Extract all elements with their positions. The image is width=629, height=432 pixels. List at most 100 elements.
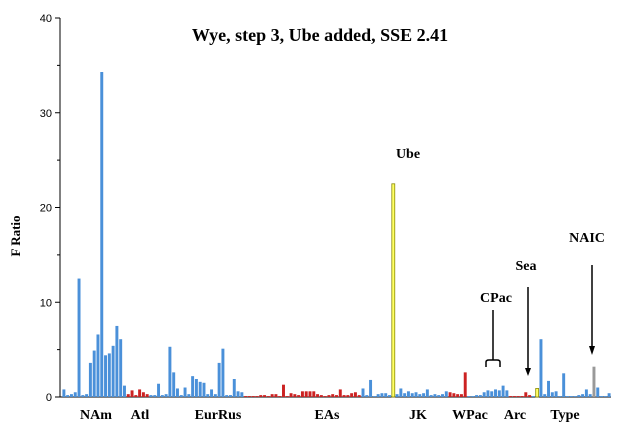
bar [213,394,217,397]
bar [338,389,342,397]
bar [581,394,585,397]
group-label-eurrus: EurRus [195,408,242,423]
bar [486,390,490,397]
bar [448,392,452,397]
bar [588,394,592,397]
bar [149,395,153,397]
bar [573,396,577,397]
bar [376,394,380,397]
bar [463,372,467,397]
bar [505,390,509,397]
bar [437,395,441,397]
bar [388,395,391,397]
bars [62,72,611,398]
group-label-type: Type [550,408,579,423]
bar [577,395,581,397]
bar [183,387,187,397]
bar [353,392,357,397]
annotations: Ube CPac Sea NAIC [396,147,605,376]
bar [459,394,463,397]
naic-arrowhead [589,346,595,355]
bar [100,72,104,397]
y-tick-label-20: 20 [40,203,52,215]
chart-title: Wye, step 3, Ube added, SSE 2.41 [192,25,448,45]
bar [603,396,607,397]
bar [225,395,229,397]
bar [194,379,198,397]
bar [274,394,278,397]
bar [516,396,520,397]
group-label-eas: EAs [315,408,340,423]
bar [92,350,96,397]
bar [164,394,168,397]
bar [247,396,251,397]
bar [478,395,482,397]
bar [531,396,535,397]
bar [179,395,183,397]
bar [191,376,195,397]
bar [584,389,588,397]
bar [168,346,172,397]
bar [547,380,550,397]
bar [467,396,471,397]
bar [365,395,369,397]
y-ticks: 0 10 20 30 40 [40,13,60,404]
bar [494,389,497,397]
bar [270,394,274,397]
bar [350,393,354,397]
bar [558,396,562,397]
bar [160,395,164,397]
bar [153,395,157,397]
bar [278,396,282,397]
group-label-arc: Arc [504,408,526,423]
bar [157,383,161,397]
bar [266,396,270,397]
bar [600,396,604,397]
bar [490,391,494,397]
bar [414,392,418,397]
bar [217,362,221,397]
annotation-ube: Ube [396,147,420,162]
bar [198,381,202,397]
bar [429,395,433,397]
bar [452,393,456,397]
bar [229,395,232,397]
y-tick-label-40: 40 [40,13,52,25]
bar [172,372,176,397]
group-label-jk: JK [409,408,427,423]
annotation-naic: NAIC [569,231,605,246]
bar [550,392,554,397]
bar [107,353,111,397]
bar [331,394,335,397]
bar [406,391,410,397]
bar [240,392,244,397]
bar [104,355,108,397]
bar [293,394,297,397]
group-label-wpac: WPac [452,408,488,423]
group-label-atl: Atl [131,408,150,423]
bar [422,393,426,397]
bar [111,345,115,397]
bar [263,395,267,397]
bar [323,396,327,397]
bar [141,392,145,397]
bar [115,325,119,397]
bar [210,389,214,397]
bar [562,373,566,397]
bar [535,388,540,398]
bar [312,391,316,397]
bar [259,395,263,397]
bar [130,390,134,397]
bar [316,394,320,397]
y-tick-label-30: 30 [40,108,52,120]
bar [176,388,179,397]
bar [554,391,558,397]
bar [399,388,403,397]
bar [251,396,255,397]
bar [501,385,505,397]
bar [539,339,543,397]
bar [475,395,479,397]
bar [509,396,513,397]
group-label-nam: NAm [80,408,112,423]
